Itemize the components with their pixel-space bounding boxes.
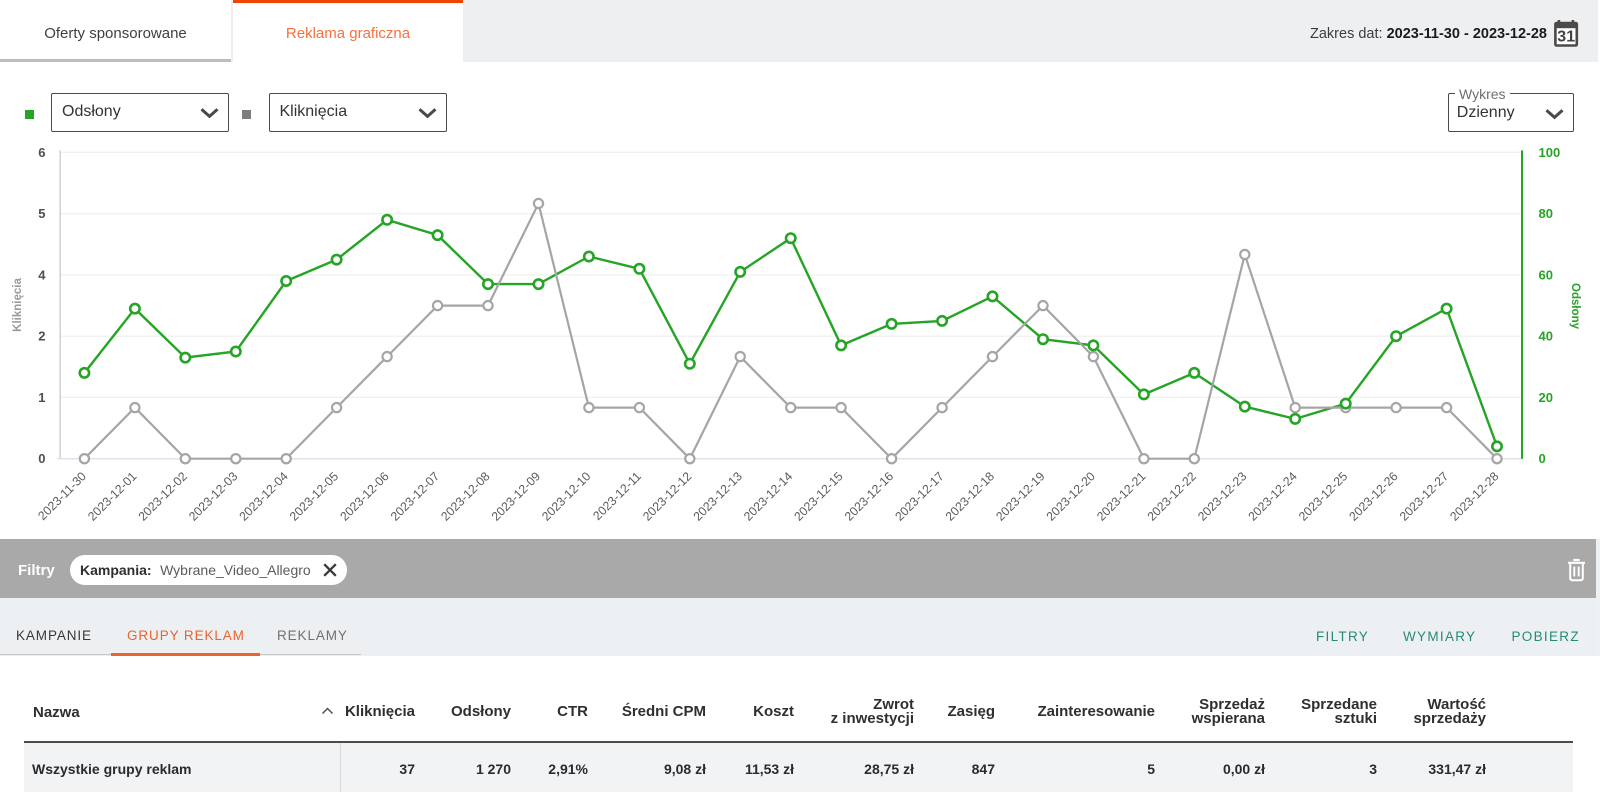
svg-text:2023-12-06: 2023-12-06 xyxy=(337,469,391,523)
svg-text:2023-12-23: 2023-12-23 xyxy=(1195,469,1249,523)
svg-text:4: 4 xyxy=(38,267,46,282)
svg-text:1: 1 xyxy=(38,390,45,405)
svg-text:0: 0 xyxy=(38,451,45,466)
svg-text:2023-12-14: 2023-12-14 xyxy=(741,469,795,523)
svg-text:2023-12-28: 2023-12-28 xyxy=(1447,469,1501,523)
svg-text:2023-12-26: 2023-12-26 xyxy=(1346,469,1400,523)
svg-text:40: 40 xyxy=(1539,329,1553,344)
svg-text:2023-12-17: 2023-12-17 xyxy=(892,469,946,523)
svg-text:2023-12-22: 2023-12-22 xyxy=(1145,469,1199,523)
svg-text:2023-12-27: 2023-12-27 xyxy=(1397,469,1451,523)
svg-text:2023-12-10: 2023-12-10 xyxy=(539,469,593,523)
svg-text:20: 20 xyxy=(1539,390,1553,405)
svg-text:2023-12-11: 2023-12-11 xyxy=(590,469,644,523)
svg-text:5: 5 xyxy=(38,206,45,221)
svg-text:2023-12-19: 2023-12-19 xyxy=(993,469,1047,523)
svg-text:2023-12-04: 2023-12-04 xyxy=(236,469,290,523)
svg-text:2023-12-20: 2023-12-20 xyxy=(1044,469,1098,523)
svg-text:2023-12-24: 2023-12-24 xyxy=(1245,469,1299,523)
svg-text:6: 6 xyxy=(38,145,45,160)
svg-text:2023-12-01: 2023-12-01 xyxy=(85,469,139,523)
svg-text:2023-12-25: 2023-12-25 xyxy=(1296,469,1350,523)
svg-text:2023-12-16: 2023-12-16 xyxy=(842,469,896,523)
svg-text:60: 60 xyxy=(1539,267,1553,282)
svg-text:2023-11-30: 2023-11-30 xyxy=(35,469,89,523)
svg-text:80: 80 xyxy=(1539,206,1553,221)
svg-text:2023-12-07: 2023-12-07 xyxy=(388,469,442,523)
svg-text:2: 2 xyxy=(38,329,45,344)
svg-text:Odsłony: Odsłony xyxy=(1569,283,1581,330)
svg-text:Kliknięcia: Kliknięcia xyxy=(12,278,24,332)
svg-text:0: 0 xyxy=(1539,451,1546,466)
svg-text:2023-12-15: 2023-12-15 xyxy=(791,469,845,523)
svg-text:2023-12-09: 2023-12-09 xyxy=(489,469,543,523)
svg-text:2023-12-12: 2023-12-12 xyxy=(640,469,694,523)
svg-text:2023-12-13: 2023-12-13 xyxy=(691,469,745,523)
svg-text:31: 31 xyxy=(1557,28,1575,45)
svg-text:2023-12-02: 2023-12-02 xyxy=(136,469,190,523)
svg-text:2023-12-08: 2023-12-08 xyxy=(438,469,492,523)
svg-text:100: 100 xyxy=(1539,145,1561,160)
svg-text:2023-12-05: 2023-12-05 xyxy=(287,469,341,523)
svg-text:2023-12-21: 2023-12-21 xyxy=(1094,469,1148,523)
svg-text:2023-12-18: 2023-12-18 xyxy=(943,469,997,523)
svg-text:2023-12-03: 2023-12-03 xyxy=(186,469,240,523)
